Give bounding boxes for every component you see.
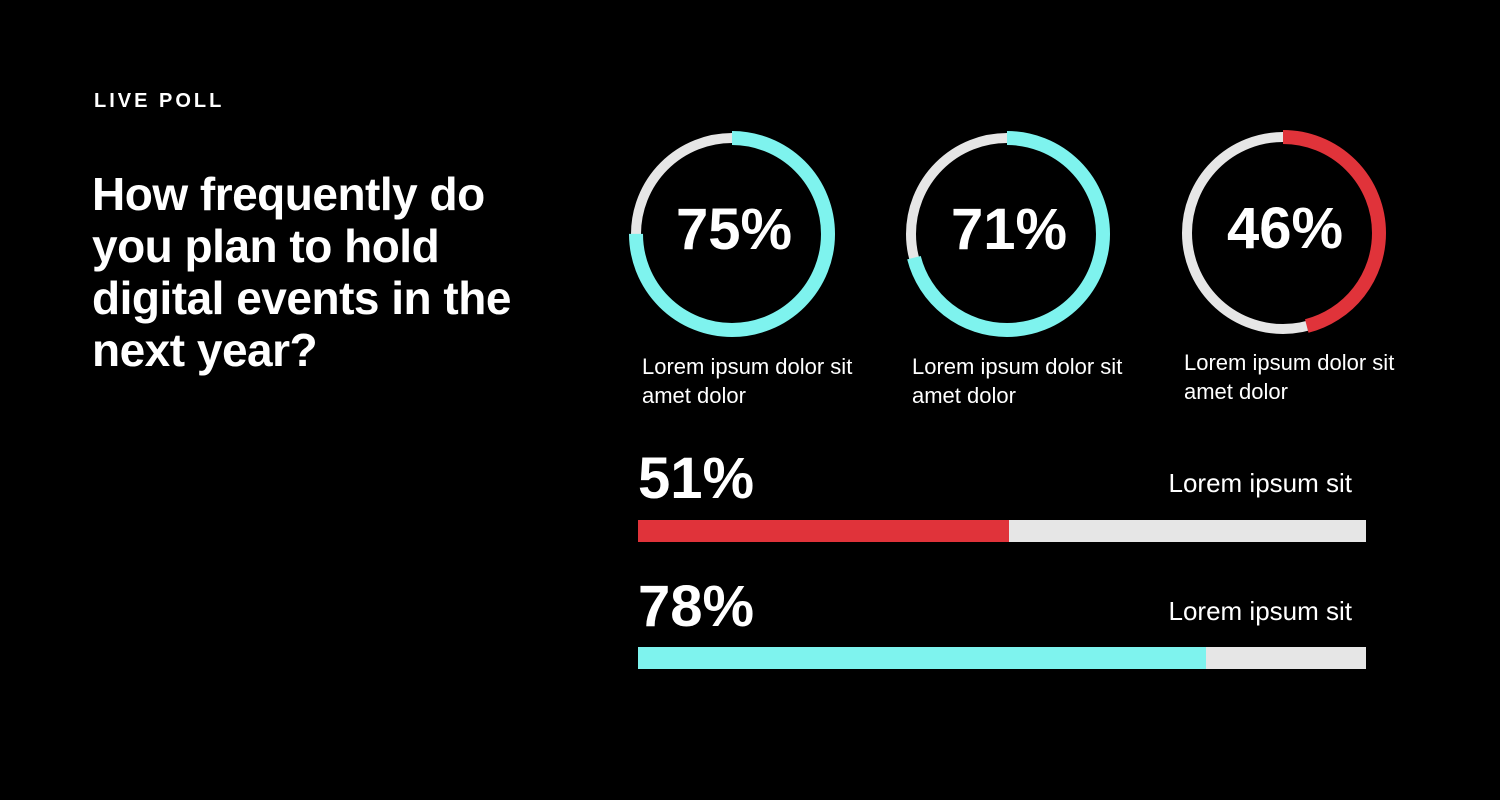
bar-1-label: Lorem ipsum sit xyxy=(1168,468,1353,498)
bar-2-label: Lorem ipsum sit xyxy=(1168,596,1353,626)
bar-1-track xyxy=(638,520,1366,542)
donut-1-caption: Lorem ipsum dolor sit amet dolor xyxy=(642,354,853,408)
bar-2-fill xyxy=(638,647,1206,669)
donut-chart-1: 75% xyxy=(627,129,837,339)
donut-2-arc xyxy=(904,131,1110,337)
donut-chart-2: 71% xyxy=(902,129,1112,339)
live-poll-label: LIVE POLL xyxy=(94,90,225,112)
donut-3-value: 46% xyxy=(1226,195,1344,261)
poll-question: How frequently do you plan to hold digit… xyxy=(92,168,511,376)
donut-1-value: 75% xyxy=(675,196,793,262)
bar-2-track xyxy=(638,647,1366,669)
donut-1-svg xyxy=(629,131,835,337)
bar-1-value: 51% xyxy=(638,446,755,511)
donut-2-value: 71% xyxy=(950,196,1068,262)
donut-chart-3: 46% xyxy=(1178,128,1388,338)
donut-2-svg xyxy=(904,131,1110,337)
donut-2-caption: Lorem ipsum dolor sit amet dolor xyxy=(912,354,1123,408)
donut-3-caption: Lorem ipsum dolor sit amet dolor xyxy=(1184,350,1395,404)
bar-1-fill xyxy=(638,520,1010,542)
donut-1-arc xyxy=(629,131,835,337)
bar-2-value: 78% xyxy=(638,574,755,639)
donut-3-arc xyxy=(1180,130,1386,336)
donut-3-svg xyxy=(1180,130,1386,336)
